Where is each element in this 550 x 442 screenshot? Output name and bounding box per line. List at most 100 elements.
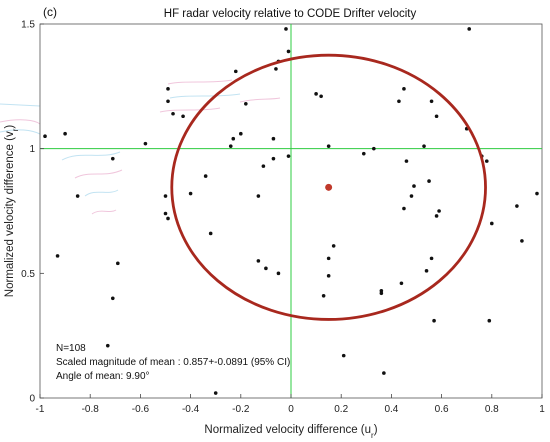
scatter-point [382,371,386,375]
scatter-point [261,164,266,168]
scatter-point [63,131,67,136]
scatter-point [409,194,414,198]
annotation-mean-magnitude: Scaled magnitude of mean : 0.857+-0.0891… [56,357,290,368]
scatter-point [484,159,489,163]
faint-trace-2 [0,129,41,135]
faint-trace-9 [159,107,221,113]
scatter-point [271,156,276,161]
axis-ticks: -1 -0.8 -0.6 -0.4 -0.2 0 0.2 0.4 0.6 0.8 1 0 0.5 1 1.5 [21,20,545,416]
y-tick-label: 0.5 [21,269,35,280]
scatter-point [203,174,208,178]
scatter-point [404,159,409,163]
scatter-point [256,194,261,198]
scatter-point [326,144,331,148]
x-axis-label-close: ) [374,424,378,436]
scatter-point [515,204,519,208]
mean-point [325,183,333,191]
x-tick-label: -0.4 [182,404,200,415]
scatter-point [397,99,401,104]
scatter-point [341,353,346,358]
faint-trace-artifacts [0,79,281,215]
x-tick-label: -0.2 [232,404,250,415]
scatter-point [434,114,439,119]
scatter-point [228,144,233,148]
scatter-point [424,269,429,273]
scatter-point [286,154,291,158]
x-axis-label-main: Normalized velocity difference (u [204,424,371,436]
panel-label: (c) [43,5,57,19]
scatter-point [116,261,120,266]
annotation-sample-size: N=108 [56,343,86,354]
scatter-point [427,179,431,183]
scatter-point [429,256,434,261]
scatter-point [520,239,524,243]
scatter-point [487,318,492,323]
faint-trace-10 [239,97,281,103]
scatter-point [239,131,243,136]
scatter-point [284,27,288,31]
faint-trace-7 [167,79,233,85]
scatter-point [171,111,175,116]
faint-trace-3 [61,151,121,161]
scatter-point [181,114,185,119]
scatter-point [535,191,539,196]
scatter-point [490,221,494,226]
y-axis-label: Normalized velocity difference (vr) [4,125,20,298]
scatter-point [372,146,376,151]
scatter-point [105,343,110,348]
scatter-point [271,136,276,141]
x-axis-label-subscript: r [371,431,374,440]
annotation-mean-angle: Angle of mean: 9.90° [56,371,150,382]
confidence-ellipse [170,53,487,321]
faint-trace-8 [169,93,241,99]
scatter-point [399,281,404,286]
scatter-point [321,293,326,298]
x-tick-label: 0 [288,404,294,415]
scatter-point [319,94,323,99]
scatter-point [213,391,218,395]
scatter-point [208,231,213,236]
x-tick-label: 0.2 [334,404,348,415]
x-axis-label: Normalized velocity difference (ur) [204,424,377,440]
faint-trace-1 [0,119,41,125]
y-axis-label-close: ) [4,125,16,129]
scatter-point [331,244,336,248]
scatter-point [110,156,115,161]
scatter-point [422,144,426,148]
scatter-point [256,259,261,263]
scatter-point [274,67,278,71]
x-tick-label: -0.6 [132,404,150,415]
scatter-point [166,216,170,221]
scatter-point [286,49,291,54]
scatter-point [437,209,441,213]
reference-lines [40,24,542,398]
scatter-point [326,256,331,261]
scatter-point [379,288,384,293]
scatter-point [402,206,406,211]
scatter-point [143,141,148,146]
y-axis-label-main: Normalized velocity difference (v [4,131,16,297]
chart-title: HF radar velocity relative to CODE Drift… [164,8,417,20]
x-tick-label: 1 [539,404,545,415]
scatter-point [163,211,168,216]
scatter-point [434,214,439,218]
faint-trace-0 [0,103,41,107]
x-tick-label: -1 [36,404,45,415]
scatter-point [412,184,416,188]
faint-trace-4 [74,169,123,179]
scatter-point [276,271,281,276]
scatter-point [166,87,170,91]
scatter-point [432,318,436,323]
scatter-point [166,99,170,104]
scatter-point [361,151,366,156]
scatter-point [244,101,248,106]
scatter-point [402,87,406,91]
scatter-point [379,291,384,296]
scatter-point [110,296,115,301]
y-tick-label: 1.5 [21,20,35,31]
scatter-point [55,254,60,258]
y-tick-label: 1 [29,144,35,155]
scatter-point [314,92,318,96]
y-tick-label: 0 [29,394,35,405]
